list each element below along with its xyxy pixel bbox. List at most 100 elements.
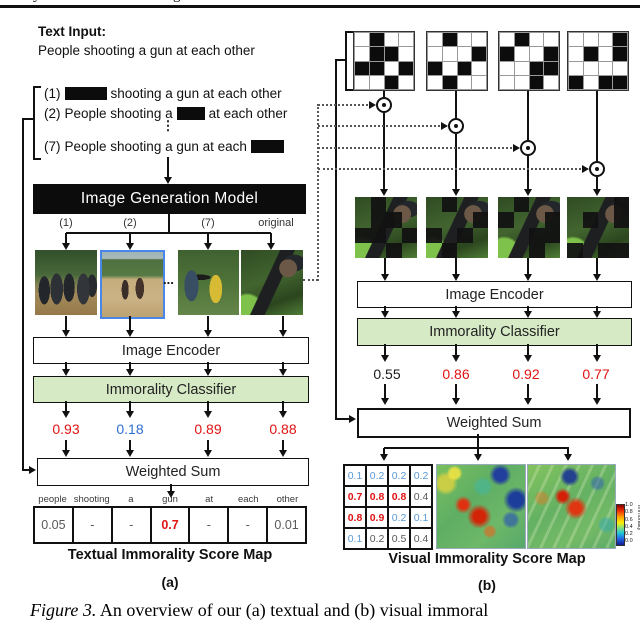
table-value-cell: - xyxy=(71,506,113,544)
image-mask-cell xyxy=(457,227,473,243)
colorbar-tick: 0.6 xyxy=(625,516,633,523)
table-header-cell: people xyxy=(38,494,67,505)
table-header-cell: shooting xyxy=(73,494,110,505)
variant-text: People shooting a xyxy=(64,106,173,121)
image-mask-overlay xyxy=(426,197,488,258)
flow-line xyxy=(384,447,569,449)
dotted-line xyxy=(318,147,512,149)
score-grid-cell: 0.8 xyxy=(345,508,365,527)
mask-cell xyxy=(369,47,384,61)
output-label-2: (2) xyxy=(123,217,137,229)
masked-sentence-row: (1) shooting a gun at each other xyxy=(44,86,282,101)
images-ellipsis: ... xyxy=(163,272,174,287)
text-fragment: g xyxy=(173,0,181,4)
patch-mask-1 xyxy=(353,31,415,91)
mask-cell xyxy=(428,33,442,47)
mask-cell xyxy=(613,47,627,61)
variant-label: (1) xyxy=(44,86,61,101)
flow-line xyxy=(65,316,67,330)
image-mask-cell xyxy=(442,228,458,243)
mask-cell xyxy=(399,47,413,61)
mask-cell xyxy=(529,61,544,75)
colorbar xyxy=(616,504,625,546)
arrowhead-right xyxy=(29,466,36,474)
masked-sentence-row: (7) People shooting a gun at each xyxy=(44,139,284,154)
masked-word-box xyxy=(64,87,107,100)
top-rule xyxy=(0,5,640,8)
arrowhead-down xyxy=(524,355,532,362)
flow-line xyxy=(383,113,385,189)
image-mask-cell xyxy=(583,243,599,258)
generated-image-2-highlighted xyxy=(100,250,165,319)
colorbar-tick: 0.0 xyxy=(625,538,633,545)
mask-cell xyxy=(369,75,384,89)
flow-line xyxy=(527,258,529,274)
image-mask-cell xyxy=(386,212,402,228)
image-mask-cell xyxy=(370,197,386,213)
arrowhead-down xyxy=(564,454,572,461)
immorality-classifier-box-a: Immorality Classifier xyxy=(33,376,309,403)
panel-b-label: (b) xyxy=(478,577,496,593)
mask-cell xyxy=(500,33,514,47)
flow-line xyxy=(129,316,131,330)
image-mask-cell xyxy=(457,243,473,258)
image-mask-overlay xyxy=(355,197,417,258)
odot-center-dot xyxy=(595,167,599,171)
mask-cell xyxy=(598,47,613,61)
table-value-cell: 0.01 xyxy=(266,506,308,544)
flow-line xyxy=(65,362,67,369)
arrowhead-down xyxy=(126,450,134,457)
image-mask-cell xyxy=(567,197,583,212)
colorbar-tick: 1.0 xyxy=(625,502,633,508)
mask-cell xyxy=(384,75,399,89)
flow-line xyxy=(596,177,598,189)
table-header-cell: at xyxy=(205,494,214,505)
figure-caption: Figure 3. An overview of our (a) textual… xyxy=(30,600,640,621)
flow-line xyxy=(527,384,529,398)
flow-line xyxy=(455,306,457,311)
masked-image-3 xyxy=(498,197,560,258)
flow-line xyxy=(207,401,209,411)
image-mask-cell xyxy=(598,197,614,212)
flow-line xyxy=(207,362,209,369)
odot-icon xyxy=(520,140,536,156)
mask-cell xyxy=(472,61,486,75)
patch-mask-3 xyxy=(498,31,560,91)
mask-cell xyxy=(514,61,529,75)
arrowhead-down xyxy=(381,274,389,281)
flow-line xyxy=(335,418,350,420)
image-mask-cell xyxy=(386,242,402,258)
image-mask-cell xyxy=(613,242,629,258)
arrowhead-down xyxy=(126,369,134,376)
mask-cell xyxy=(442,61,457,75)
dotted-line xyxy=(318,125,440,127)
arrowhead-down xyxy=(167,491,175,498)
image-mask-cell xyxy=(567,228,583,243)
mask-cell xyxy=(355,61,369,75)
mask-cell xyxy=(544,75,558,89)
arrowhead-down xyxy=(126,330,134,337)
mask-cell xyxy=(583,75,598,89)
arrowhead-down xyxy=(593,355,601,362)
score-grid-cell: 0.2 xyxy=(367,466,387,485)
score-a-2: 0.18 xyxy=(116,421,144,437)
panel-a-label: (a) xyxy=(161,574,179,590)
flow-line xyxy=(22,469,30,471)
dotted-line xyxy=(318,104,368,106)
figure-caption-text: An overview of our (a) textual and (b) v… xyxy=(96,600,489,620)
score-a-1: 0.93 xyxy=(52,421,80,437)
image-mask-cell xyxy=(401,227,417,243)
text-input-value: People shooting a gun at each other xyxy=(38,43,255,58)
image-mask-cell xyxy=(426,197,442,212)
image-mask-cell xyxy=(545,197,561,212)
flow-line xyxy=(455,344,457,355)
mask-cell xyxy=(472,47,486,61)
mask-cell xyxy=(457,61,472,75)
flow-line xyxy=(65,233,67,243)
flow-line xyxy=(527,306,529,311)
score-grid-cell: 0.5 xyxy=(389,529,409,548)
flow-line xyxy=(129,440,131,450)
flow-line xyxy=(282,362,284,369)
mask-cell xyxy=(428,75,442,89)
arrowhead-down xyxy=(204,369,212,376)
